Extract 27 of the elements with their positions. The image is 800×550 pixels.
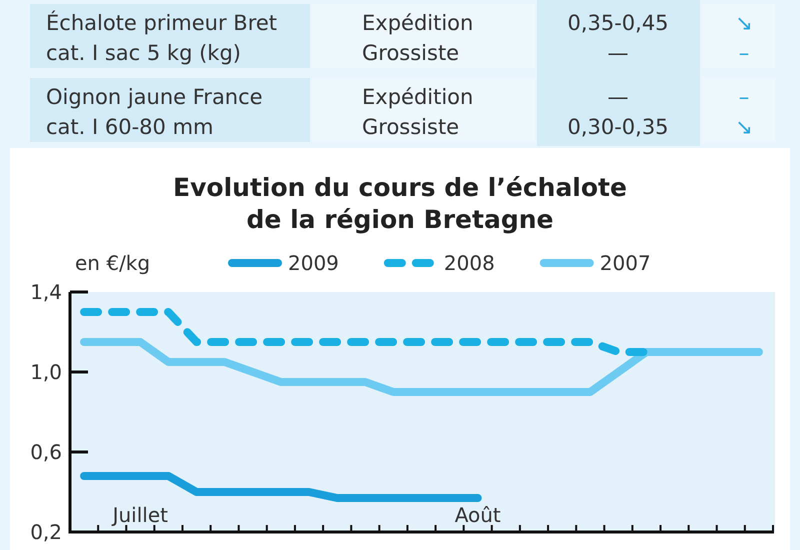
legend-label: 2007 bbox=[600, 251, 651, 275]
text: ↘ bbox=[735, 11, 753, 35]
y-tick-label: 1,0 bbox=[30, 360, 62, 384]
text: Expédition bbox=[362, 11, 474, 35]
y-axis-title: en €/kg bbox=[75, 251, 150, 275]
legend-label: 2009 bbox=[288, 251, 339, 275]
chart-title: Evolution du cours de l’échalote de la région Bretagne bbox=[173, 173, 627, 234]
text: 0,30-0,35 bbox=[567, 115, 669, 139]
text: – bbox=[738, 41, 750, 65]
text: cat. I 60-80 mm bbox=[46, 115, 214, 139]
text: ↘ bbox=[735, 115, 753, 139]
text: Échalote primeur Bret bbox=[46, 10, 278, 35]
y-tick-label: 0,2 bbox=[30, 520, 62, 544]
text: 0,35-0,45 bbox=[567, 11, 669, 35]
y-tick-label: 1,4 bbox=[30, 280, 62, 304]
text: — bbox=[608, 85, 628, 109]
text: Grossiste bbox=[362, 41, 460, 65]
text: Expédition bbox=[362, 85, 474, 109]
x-tick-label: Juillet bbox=[110, 503, 168, 527]
text: Grossiste bbox=[362, 115, 460, 139]
text: – bbox=[738, 85, 750, 109]
x-tick-label: Août bbox=[454, 503, 501, 527]
y-tick-label: 0,6 bbox=[30, 440, 62, 464]
legend-label: 2008 bbox=[444, 251, 495, 275]
text: — bbox=[608, 41, 628, 65]
text: cat. I sac 5 kg (kg) bbox=[46, 41, 241, 65]
text: Oignon jaune France bbox=[46, 85, 263, 109]
